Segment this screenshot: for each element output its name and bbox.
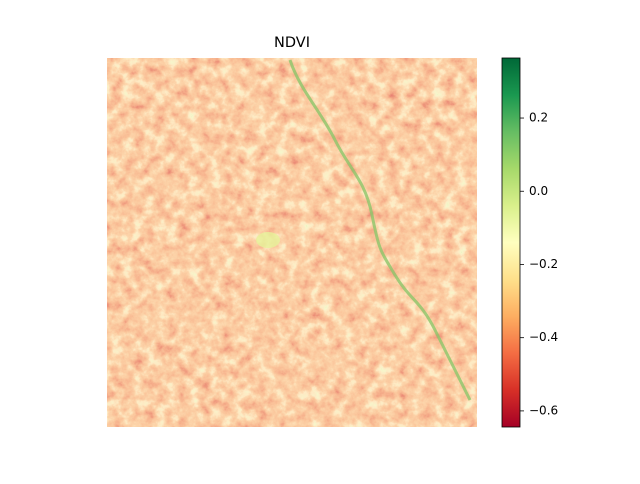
raster-image <box>107 58 477 427</box>
colorbar-tick-label: −0.4 <box>529 330 558 344</box>
chart-title: NDVI <box>274 35 310 51</box>
colorbar-tick-label: 0.2 <box>529 111 548 125</box>
colorbar-tick-label: −0.2 <box>529 257 558 271</box>
colorbar-tick-label: −0.6 <box>529 403 558 417</box>
colorbar <box>501 57 521 428</box>
colorbar-tick-label: 0.0 <box>529 184 548 198</box>
